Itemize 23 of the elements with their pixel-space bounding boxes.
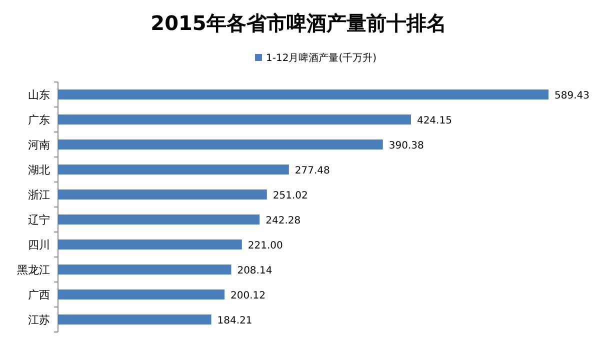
y-tick-label: 辽宁	[28, 214, 50, 226]
data-label: 390.38	[388, 140, 424, 152]
data-label: 184.21	[217, 316, 252, 326]
y-tick-label: 四川	[28, 238, 50, 252]
data-label: 221.00	[248, 240, 283, 252]
y-tick-label: 广西	[28, 288, 50, 302]
data-label: 589.43	[554, 90, 590, 102]
data-label: 242.28	[266, 216, 301, 226]
y-tick-label: 山东	[28, 88, 50, 102]
legend-label: 1-12月啤酒产量(千万升)	[266, 52, 377, 64]
y-tick-label: 湖北	[28, 164, 50, 176]
legend: 1-12月啤酒产量(千万升)	[255, 53, 376, 64]
data-label: 208.14	[237, 266, 272, 276]
y-tick-label: 广东	[28, 114, 50, 126]
chart-title: 2015年各省市啤酒产量前十排名	[150, 11, 446, 35]
data-label: 277.48	[294, 166, 330, 176]
data-label: 251.02	[272, 190, 308, 202]
y-tick-label: 黑龙江	[17, 264, 50, 276]
data-label: 424.15	[416, 116, 452, 126]
y-tick-label: 江苏	[28, 314, 50, 326]
y-tick-label: 河南	[28, 138, 50, 152]
y-tick-label: 浙江	[28, 188, 50, 202]
data-label: 200.12	[230, 290, 266, 302]
